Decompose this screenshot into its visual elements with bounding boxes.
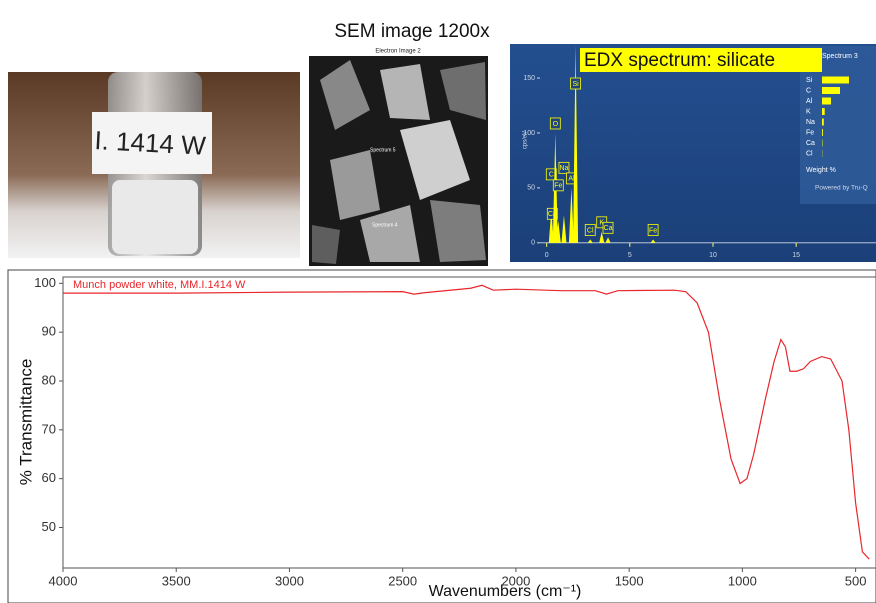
inset-bar — [822, 76, 849, 84]
x-tick-label: 2500 — [388, 573, 417, 588]
peak-label-box — [552, 179, 564, 192]
peak-label: Fe — [554, 183, 562, 190]
spectrum-peak — [568, 187, 574, 243]
peak-label: Al — [568, 176, 575, 183]
inset-bar — [822, 118, 824, 126]
ftir-chart: 50 60 70 80 90 100 4000 3500 3000 2500 2000 1500 100… — [16, 275, 876, 600]
peak-label: Si — [572, 81, 579, 88]
peak-label: Na — [559, 165, 568, 172]
spectrum-peak — [599, 231, 605, 243]
vial-photo: I. 1414 W — [8, 72, 300, 258]
sem-spectrum-label: Spectrum 5 — [370, 147, 396, 153]
y-tick-label: 50 — [527, 185, 535, 192]
y-tick-label: 60 — [42, 470, 56, 485]
sem-image: Electron Image 2 Spectrum 5 Spectrum 4 — [307, 46, 490, 268]
x-tick-label: 3500 — [162, 573, 191, 588]
peak-label: Ca — [604, 225, 613, 232]
spectrum-peak — [555, 220, 561, 243]
y-tick-label: 50 — [42, 519, 56, 534]
sem-title: SEM image 1200x — [334, 21, 490, 42]
peak-label: K — [599, 220, 604, 227]
inset-category: K — [806, 108, 811, 115]
peak-label: O — [553, 121, 559, 128]
x-tick-label: 5 — [628, 252, 632, 259]
inset-axis-label: Weight % — [806, 167, 836, 174]
inset-bar — [822, 97, 831, 105]
x-tick-label: 500 — [845, 573, 867, 588]
spectrum-peak — [650, 239, 656, 243]
spectrum-peak — [573, 45, 579, 243]
peak-label-box — [602, 221, 614, 234]
vial-label: I. 1414 W — [94, 125, 207, 161]
title-box — [580, 48, 822, 72]
peak-label-box — [570, 77, 581, 90]
peak-label: Ca — [548, 211, 557, 218]
x-tick-label: 1000 — [728, 573, 757, 588]
y-tick-label: 80 — [42, 372, 56, 387]
y-axis-label: cps/eV — [523, 131, 529, 149]
inset-footer: Powered by Tru-Q — [815, 185, 868, 192]
peak-label: Cl — [587, 227, 594, 234]
spectrum-peak — [548, 209, 554, 243]
peak-label: C — [549, 172, 554, 179]
inset-category: Na — [806, 119, 815, 126]
x-tick-label: 10 — [709, 252, 717, 259]
inset-bar — [822, 87, 840, 94]
y-tick-label: 100 — [523, 130, 535, 137]
inset-category: Al — [806, 98, 813, 105]
x-tick-label: 0 — [545, 252, 549, 259]
inset-category: Fe — [806, 129, 814, 136]
y-axis-label: % Transmittance — [16, 359, 35, 486]
spectrum-peak — [605, 237, 611, 243]
peak-label: Fe — [649, 227, 657, 234]
inset-category: Ca — [806, 140, 815, 147]
x-tick-label: 2000 — [501, 573, 530, 588]
plot-frame — [62, 276, 876, 569]
inset-bar — [822, 129, 823, 136]
spectrum-peak — [587, 239, 593, 243]
ftir-panel — [7, 269, 876, 603]
sem-caption: Electron Image 2 — [375, 49, 421, 55]
x-tick-label: 4000 — [49, 573, 78, 588]
y-tick-label: 90 — [42, 324, 56, 339]
sem-spectrum-label: Spectrum 4 — [372, 222, 398, 228]
inset-category: Cl — [806, 150, 813, 157]
legend-label: Munch powder white, MM.I.1414 W — [73, 279, 246, 291]
inset-category: Si — [806, 77, 813, 84]
inset-bar — [822, 108, 825, 115]
chart-title: EDX spectrum: silicate — [584, 50, 775, 71]
peak-label-box — [558, 161, 570, 174]
data-line — [63, 284, 870, 560]
peak-label-box — [549, 117, 561, 130]
x-tick-label: 15 — [792, 252, 800, 259]
inset-category: C — [806, 87, 811, 94]
y-tick-label: 0 — [531, 240, 535, 247]
y-tick-label: 150 — [523, 75, 535, 82]
x-axis-label: Wavenumbers (cm⁻¹) — [429, 583, 582, 600]
y-tick-label: 100 — [34, 275, 56, 290]
spectrum-peak — [561, 215, 567, 243]
x-tick-label: 1500 — [615, 573, 644, 588]
peak-label-box — [546, 207, 558, 220]
inset-panel — [800, 46, 876, 204]
inset-title: Spectrum 3 — [822, 53, 858, 60]
peak-label-box — [584, 224, 596, 236]
peak-label-box — [647, 224, 659, 236]
peak-label-box — [545, 168, 557, 181]
x-tick-label: 3000 — [275, 573, 304, 588]
y-tick-label: 70 — [42, 421, 56, 436]
